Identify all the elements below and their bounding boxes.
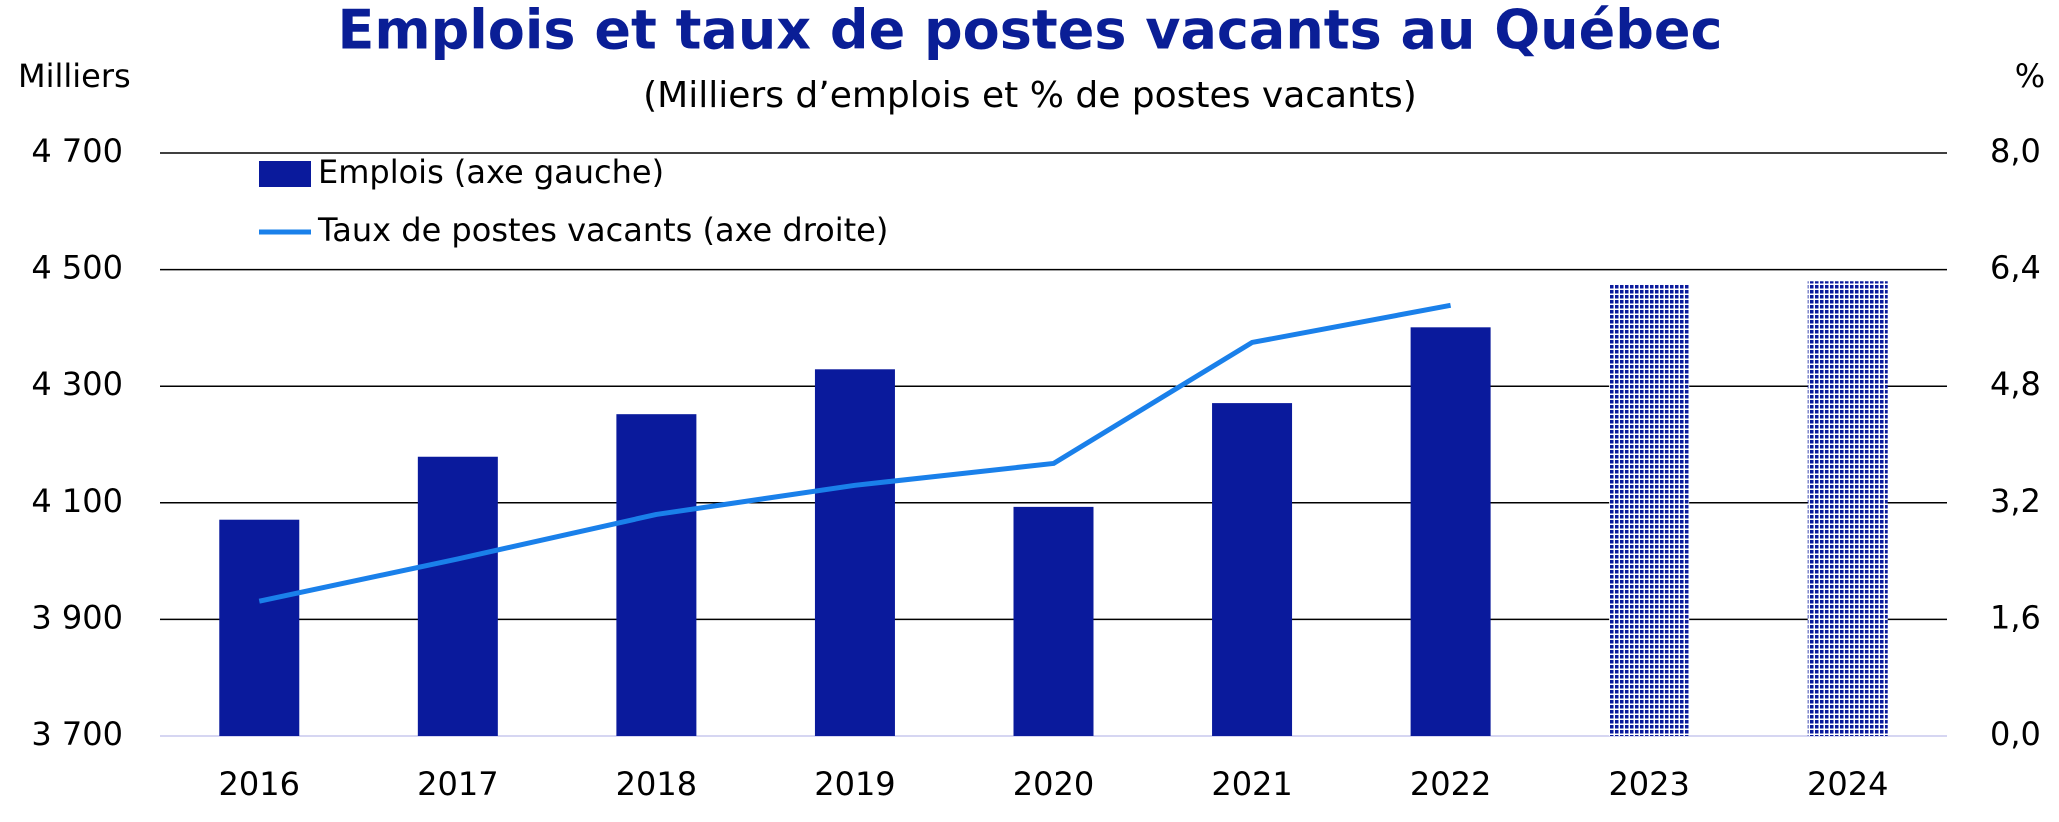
- bar: [616, 414, 697, 736]
- x-tick-label: 2018: [616, 765, 697, 803]
- y2-tick-label: 3,2: [1990, 482, 2041, 520]
- legend-label: Emplois (axe gauche): [318, 153, 664, 191]
- legend-swatch: [259, 161, 311, 187]
- bar: [1807, 281, 1888, 736]
- x-tick-label: 2023: [1608, 765, 1689, 803]
- bar: [1212, 403, 1293, 736]
- y2-tick-label: 6,4: [1990, 249, 2041, 287]
- chart-title: Emplois et taux de postes vacants au Qué…: [337, 0, 1722, 62]
- y2-tick-label: 1,6: [1990, 598, 2041, 636]
- y-axis-label: Milliers: [18, 57, 131, 95]
- line: [258, 302, 1452, 604]
- y-tick-label: 4 300: [31, 365, 123, 403]
- y-tick-label: 3 700: [31, 715, 123, 753]
- y-tick-label: 4 500: [31, 249, 123, 287]
- y2-tick-label: 4,8: [1990, 365, 2041, 403]
- y2-axis-label: %: [2015, 57, 2045, 95]
- x-tick-label: 2017: [417, 765, 498, 803]
- bar: [1410, 327, 1491, 736]
- y-tick-label: 4 100: [31, 482, 123, 520]
- bar: [1013, 506, 1094, 736]
- y2-tick-label: 0,0: [1990, 715, 2041, 753]
- x-tick-label: 2024: [1807, 765, 1888, 803]
- bar: [814, 369, 895, 736]
- x-tick-label: 2022: [1410, 765, 1491, 803]
- bar: [219, 519, 300, 736]
- x-tick-label: 2021: [1211, 765, 1292, 803]
- x-tick-label: 2019: [814, 765, 895, 803]
- legend-label: Taux de postes vacants (axe droite): [317, 211, 888, 249]
- x-tick-label: 2016: [219, 765, 300, 803]
- x-tick-label: 2020: [1013, 765, 1094, 803]
- bar: [1609, 283, 1690, 736]
- y-tick-label: 4 700: [31, 132, 123, 170]
- chart-subtitle: (Milliers d’emplois et % de postes vacan…: [643, 75, 1417, 116]
- bar: [417, 456, 498, 736]
- y2-tick-label: 8,0: [1990, 132, 2041, 170]
- y-tick-label: 3 900: [31, 598, 123, 636]
